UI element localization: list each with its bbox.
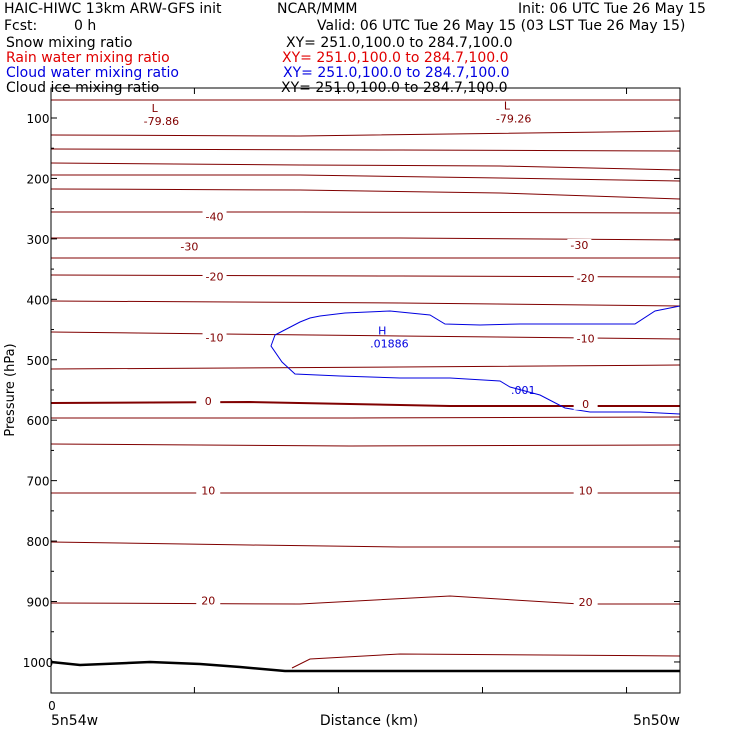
field-rain-name: Rain water mixing ratio [6,50,170,66]
isotherm-label: 0 [205,395,212,408]
field-snow-name: Snow mixing ratio [6,35,133,51]
isotherm-line [50,148,681,152]
cloud-contour-upper [274,305,681,336]
isotherm-line [50,130,681,137]
isotherm-line [50,364,681,370]
isotherm-line [50,300,681,307]
y-tick-label: 1000 [23,656,54,670]
cloud-contour-lower [270,334,681,415]
plot-frame [50,87,681,694]
isotherm-line [291,653,681,669]
y-tick-label: 800 [27,535,50,549]
x-start-label: 5n54w [51,713,98,729]
isotherm-label: 10 [579,484,593,497]
extremum-marker: L [152,102,159,115]
cloud-contour-label: .001 [511,384,536,397]
x-axis-ticks [50,88,628,693]
extremum-value: .01886 [370,337,409,350]
model-title: HAIC-HIWC 13km ARW-GFS init [4,1,222,17]
isotherm-label: -40 [206,211,224,224]
y-tick-label: 900 [27,596,50,610]
init-time: Init: 06 UTC Tue 26 May 15 [518,1,706,17]
fcst-label: Fcst: [4,18,38,34]
label-mask [573,272,598,285]
isotherm-label: 20 [201,594,215,607]
y-tick-label: 500 [27,354,50,368]
x-axis-label: Distance (km) [320,713,418,729]
field-cloudwater-name: Cloud water mixing ratio [6,65,179,81]
extremum-value: -79.86 [144,115,179,128]
label-mask [573,332,598,345]
isotherm-label: -10 [206,331,224,344]
field-snow-xy: XY= 251.0,100.0 to 284.7,100.0 [286,35,513,51]
label-mask [202,210,227,223]
y-tick-label: 400 [27,293,50,307]
isotherm-line [50,443,681,447]
terrain-line [50,660,680,673]
isotherm-line [51,416,681,419]
label-mask [196,484,221,497]
label-mask [202,331,227,344]
label-mask [567,238,592,251]
freezing-level-line [50,400,680,407]
terrain-surface [50,660,680,673]
extremum-marker: L [504,100,511,113]
label-mask [573,596,598,609]
fcst-value: 0 h [74,18,97,34]
label-mask [196,394,221,407]
label-mask [177,240,202,253]
isotherm-label: -20 [577,272,595,285]
y-tick-label: 200 [27,172,50,186]
extremum-marker: H [378,324,386,337]
extremum-value: -79.26 [496,113,531,126]
isotherm-line [51,174,681,182]
field-rain-xy: XY= 251.0,100.0 to 284.7,100.0 [282,50,509,66]
y-tick-label: 100 [27,112,50,126]
label-mask [573,397,598,410]
y-tick-label: 300 [27,233,50,247]
x-zero-label: 0 [48,699,56,713]
isotherm-label: 20 [579,596,593,609]
y-axis-label: Pressure (hPa) [3,343,18,436]
y-tick-label: 600 [27,414,50,428]
isotherm-label: -20 [206,270,224,283]
isotherm-line [50,162,681,171]
isotherm-line [50,188,681,200]
temperature-contours [50,99,681,669]
valid-time: Valid: 06 UTC Tue 26 May 15 (03 LST Tue … [317,18,686,34]
isotherm-line [51,211,681,214]
field-cloudwater-xy: XY= 251.0,100.0 to 284.7,100.0 [283,65,510,81]
cloud-water-contour [270,305,681,415]
isotherm-label: -30 [570,239,588,252]
center-label: NCAR/MMM [277,1,358,17]
label-mask [573,484,598,497]
y-tick-label: 700 [27,475,50,489]
isotherm-label: 10 [201,484,215,497]
label-mask [202,270,227,283]
label-mask [196,594,221,607]
x-end-label: 5n50w [633,713,680,729]
isotherm-label: 0 [582,398,589,411]
isotherm-line [50,541,680,548]
isotherm-label: -10 [577,333,595,346]
isotherm-label: -30 [180,241,198,254]
